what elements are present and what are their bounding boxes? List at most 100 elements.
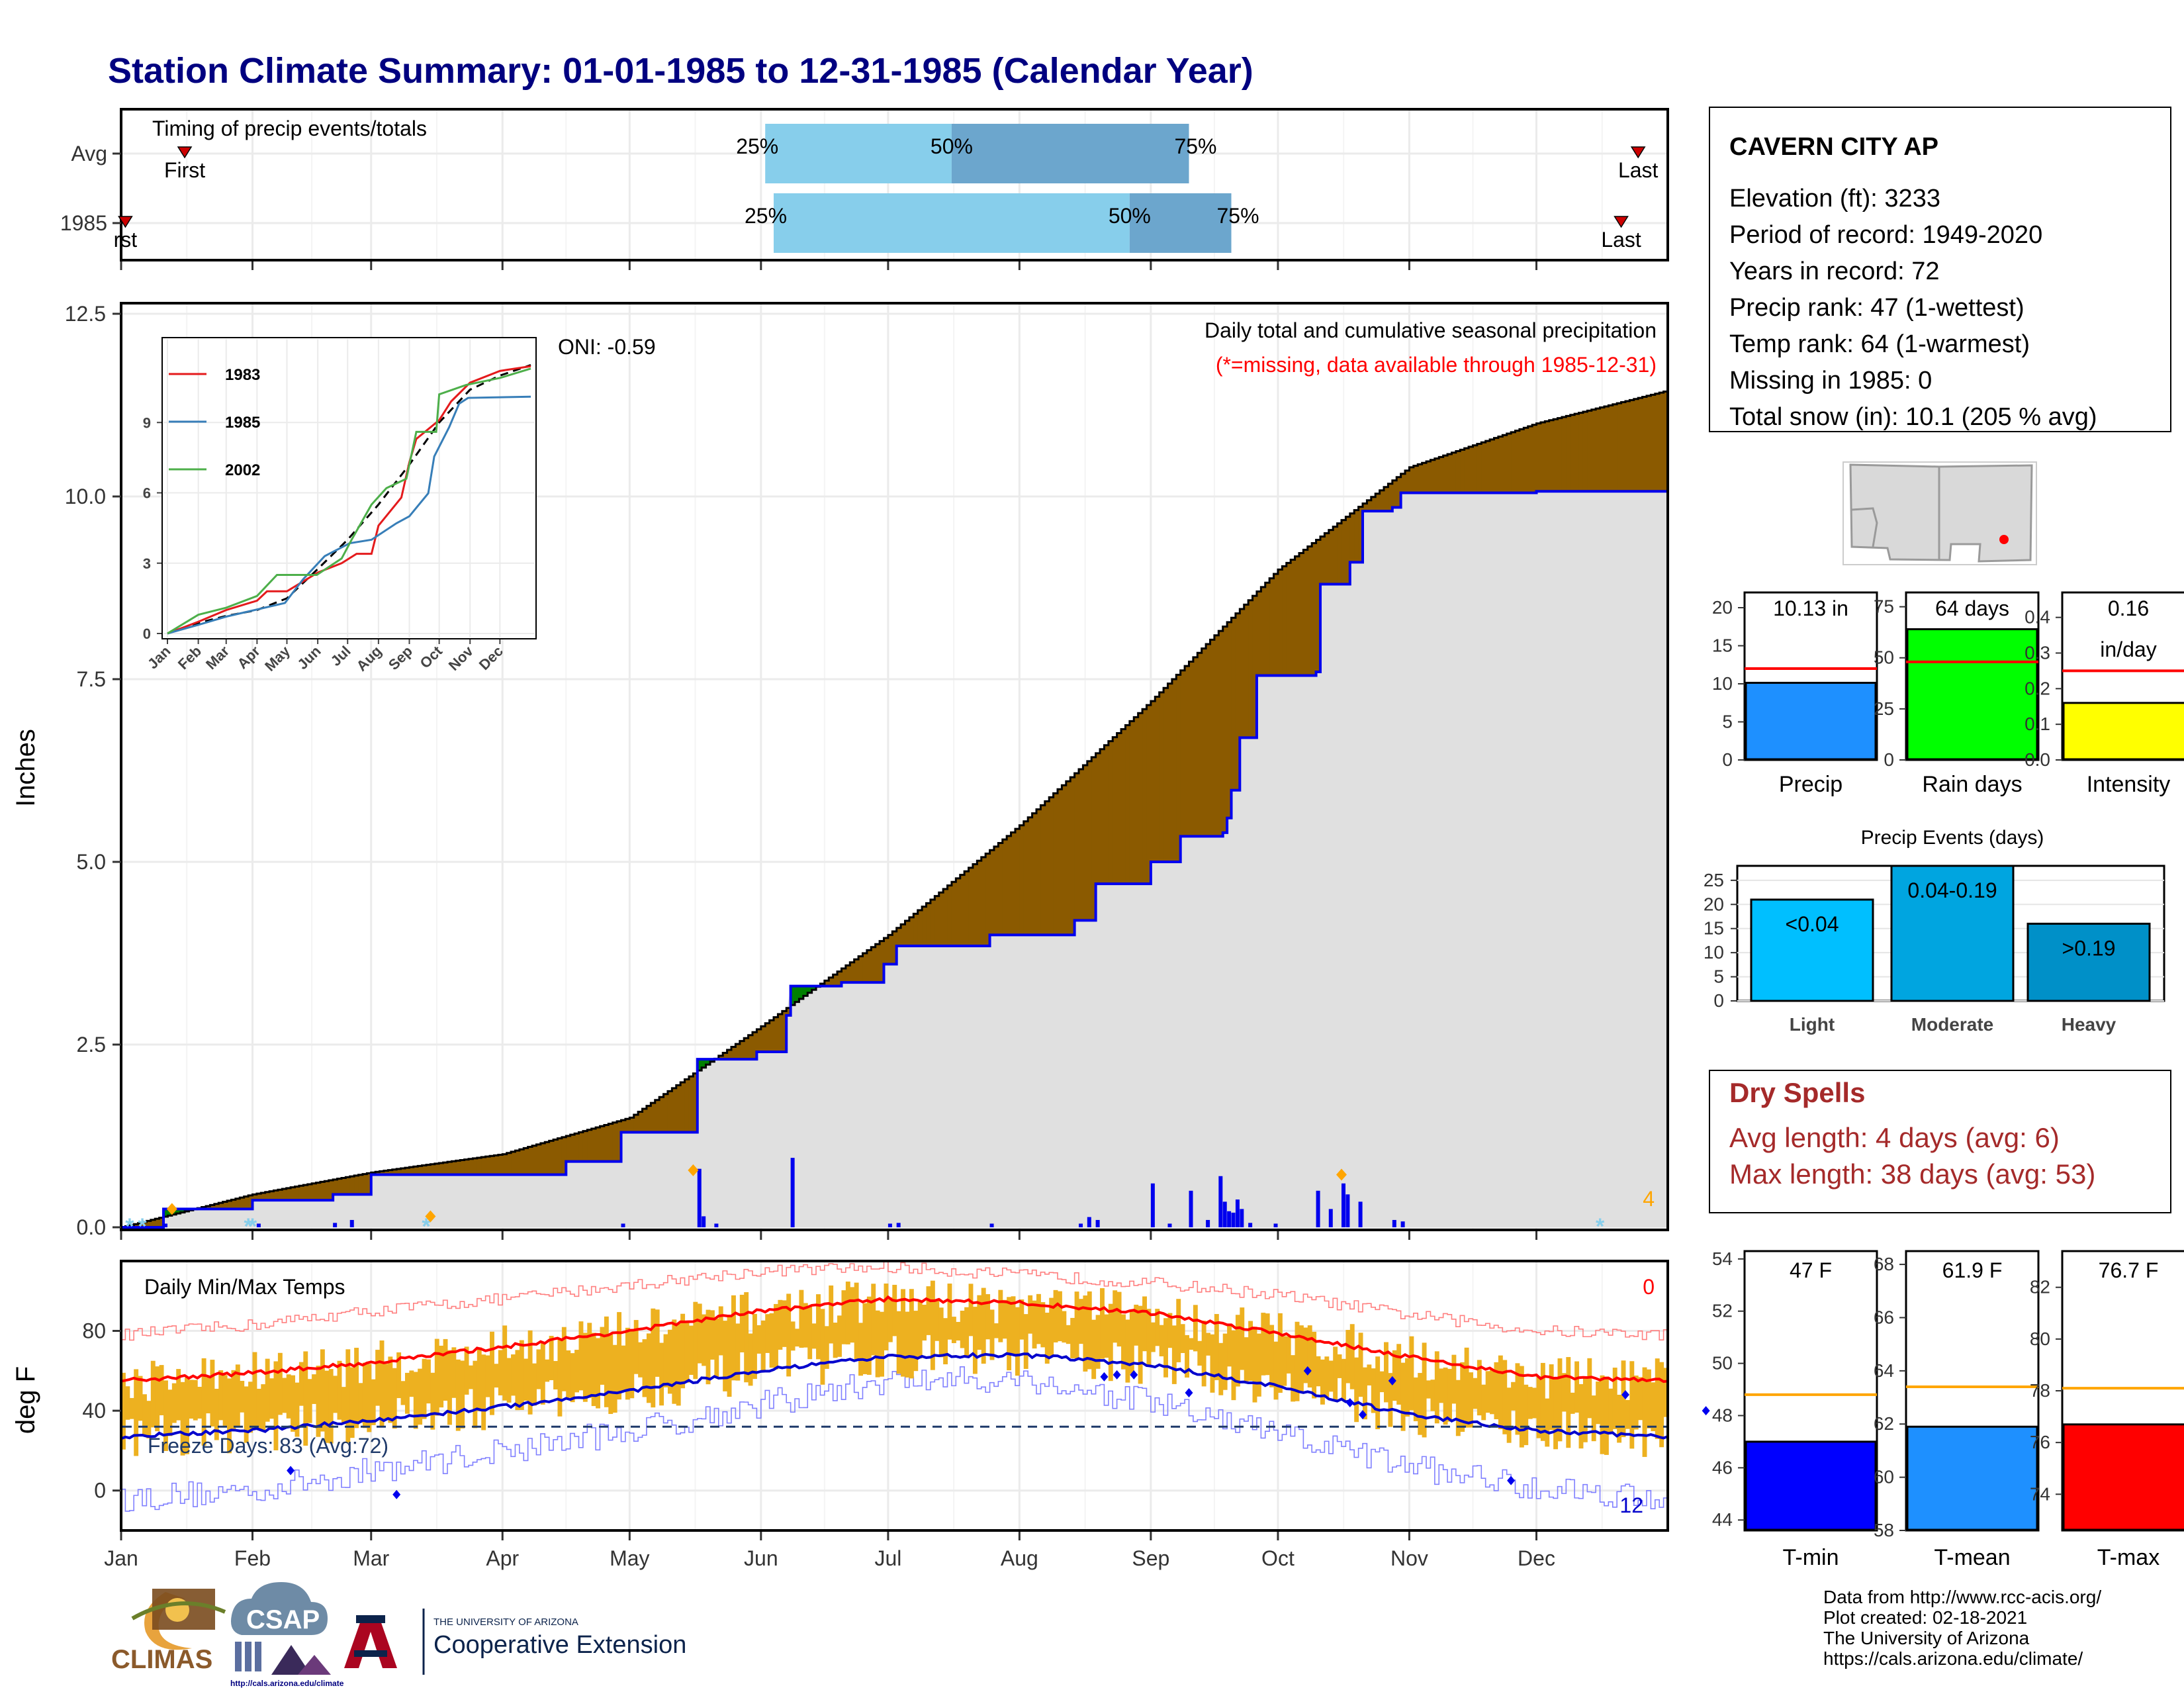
precip-deviation-fill [638,1111,643,1133]
daily-temp-bar [1447,1368,1452,1422]
daily-temp-bar [396,1352,402,1399]
precip-deviation-fill [667,1091,672,1133]
daily-temp-bar [1206,1333,1211,1356]
daily-temp-bar [1134,1304,1139,1346]
daily-temp-bar [1210,1334,1215,1393]
precip-deviation-fill [155,1219,160,1227]
daily-temp-bar [146,1401,152,1438]
precip-y-tick-label: 10.0 [65,485,106,508]
precip-deviation-fill [774,1017,779,1053]
precip-deviation-fill [303,1185,308,1201]
precip-deviation-fill [1426,461,1432,493]
daily-temp-bar [455,1359,461,1431]
station-info-line: Temp rank: 64 (1-warmest) [1729,330,2030,358]
dry-spells-box: Dry Spells Avg length: 4 days (avg: 6) M… [1709,1070,2171,1213]
precip-deviation-fill [1519,429,1524,493]
daily-temp-bar [1451,1354,1457,1404]
precip-deviation-fill [1574,414,1580,492]
daily-temp-bar [633,1320,639,1374]
precip-deviation-fill [392,1169,397,1175]
precip-deviation-fill [1138,713,1143,884]
daily-temp-bar [672,1319,677,1404]
daily-temp-bar [709,1310,715,1360]
mini-chart-tick-label: 50 [1874,647,1894,668]
precip-deviation-fill [917,910,923,946]
credit-line: Data from http://www.rcc-acis.org/ [1823,1587,2101,1607]
temp-chart-value: 61.9 F [1942,1258,2003,1282]
timing-q50-q75-bar [951,124,1189,183]
daily-temp-bar [316,1366,321,1437]
daily-temp-bar [1146,1309,1152,1366]
daily-temp-bar [277,1352,283,1415]
precip-deviation-fill [926,903,931,946]
daily-temp-bar [1349,1324,1355,1389]
precip-deviation-fill [1358,506,1363,563]
record-min-marker [1185,1387,1193,1397]
precip-deviation-fill [756,1029,762,1053]
daily-temp-bar [1015,1307,1020,1376]
precip-deviation-fill [587,1129,592,1162]
precip-deviation-fill [206,1205,211,1209]
precip-deviation-fill [282,1189,287,1201]
daily-temp-bar [723,1321,728,1391]
temp-chart-tick-label: 82 [2030,1277,2050,1297]
precip-deviation-fill [799,986,804,999]
daily-temp-bar [1307,1325,1312,1388]
daily-temp-bar [1007,1297,1012,1371]
precip-deviation-fill [1345,516,1351,585]
daily-temp-bar [837,1315,842,1357]
daily-temp-bar [909,1289,914,1379]
daily-precip-bar [714,1223,719,1227]
precip-deviation-fill [705,1059,711,1065]
daily-temp-bar [1663,1368,1668,1417]
daily-temp-bar [341,1387,346,1425]
precip-deviation-fill [439,1162,444,1175]
daily-temp-bar [880,1311,884,1377]
daily-temp-bar [985,1294,991,1340]
temp-chart-tick-label: 52 [1712,1301,1733,1321]
precip-deviation-fill [418,1166,423,1175]
precip-deviation-fill [349,1176,355,1195]
precip-deviation-fill [1460,449,1465,493]
temp-y-tick-label: 80 [82,1319,106,1343]
precip-deviation-fill [1604,406,1609,492]
temp-chart-value: 76.7 F [2099,1258,2159,1282]
daily-temp-bar [1049,1297,1054,1356]
daily-temp-bar [1545,1398,1550,1447]
precip-deviation-fill [1485,441,1490,493]
inset-series-line [167,395,531,635]
credit-line: https://cals.arizona.edu/climate/ [1823,1648,2083,1669]
precip-deviation-fill [295,1186,300,1201]
daily-temp-bar [1553,1378,1559,1450]
daily-temp-bar [1070,1317,1075,1358]
precip-deviation-fill [1494,438,1499,493]
daily-temp-bar [477,1347,482,1411]
daily-temp-bar [1155,1309,1160,1346]
daily-temp-bar [222,1375,228,1426]
precip-deviation-fill [291,1187,296,1201]
daily-temp-bar [824,1326,829,1369]
timing-last-marker [1630,146,1646,159]
precip-deviation-fill [540,1143,545,1175]
daily-temp-bar [917,1301,923,1359]
daily-temp-bar [324,1370,330,1443]
daily-temp-bar [896,1311,901,1374]
timing-last-marker [1614,216,1629,228]
events-bar-label: 0.04-0.19 [1907,878,1997,902]
daily-temp-bar [227,1378,232,1454]
daily-temp-bar [1185,1335,1189,1378]
daily-temp-bar [1040,1302,1046,1348]
precip-deviation-fill [684,1079,690,1133]
precip-deviation-fill [1295,556,1300,676]
precip-deviation-fill [1113,737,1118,884]
precip-deviation-fill [604,1125,609,1162]
precip-deviation-fill [1269,578,1275,676]
temp-chart-tick-label: 62 [1874,1413,1894,1434]
daily-temp-bar [858,1323,863,1376]
precip-deviation-fill [993,846,999,935]
precip-deviation-fill [396,1168,402,1175]
daily-temp-bar [659,1342,664,1406]
daily-temp-bar [422,1358,427,1419]
record-precip-marker [688,1164,699,1176]
daily-temp-bar [1621,1360,1626,1438]
